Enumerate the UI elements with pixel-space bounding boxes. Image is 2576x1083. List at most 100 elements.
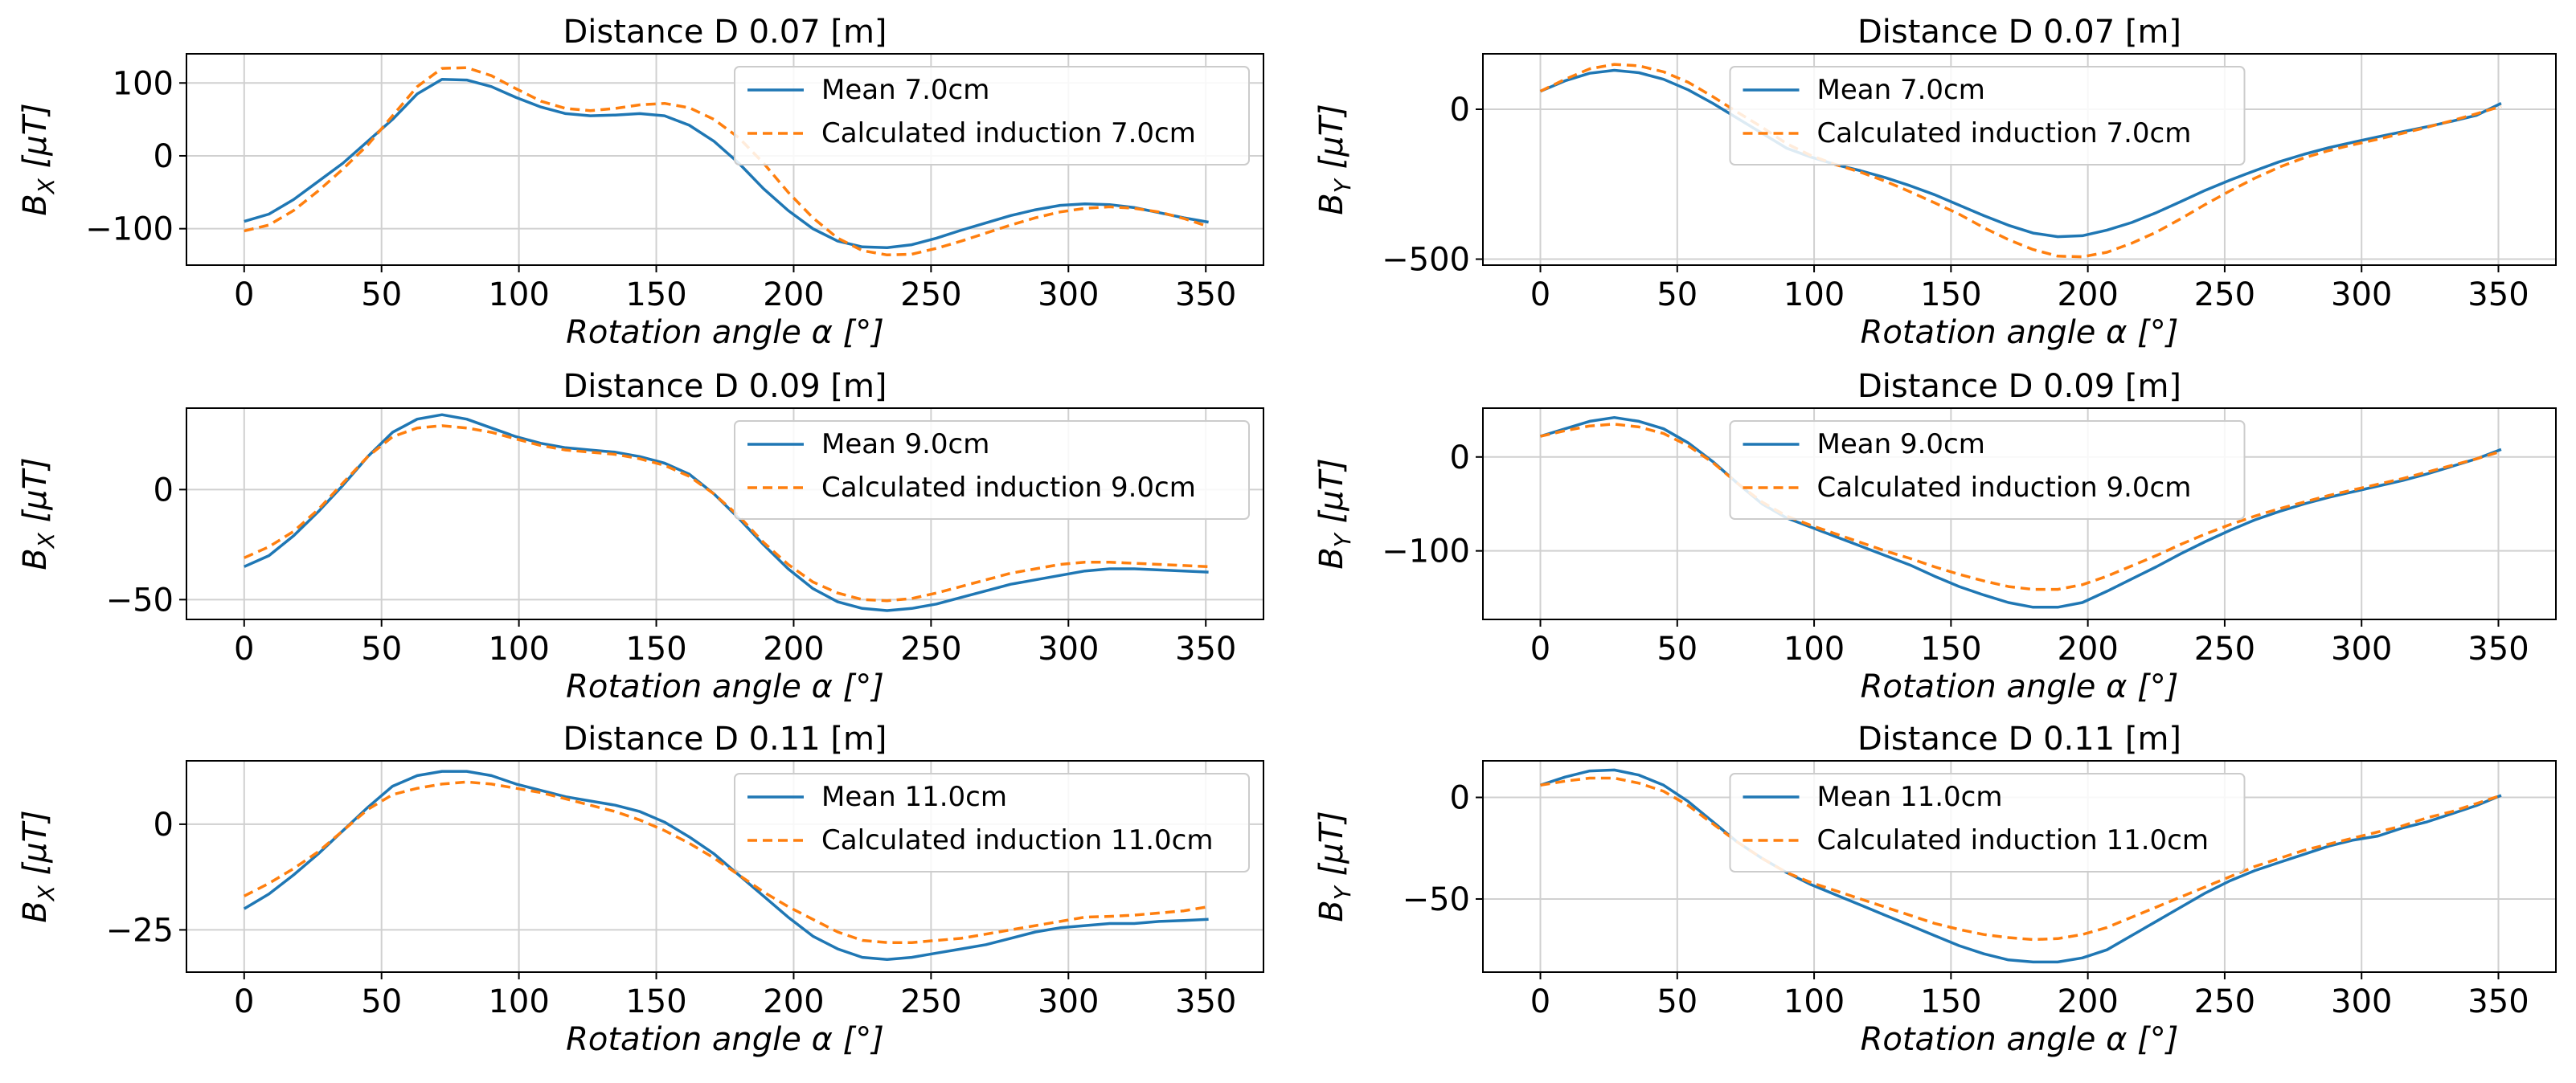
x-tick-label: 0 xyxy=(234,276,254,313)
legend-entry: Mean 11.0cm xyxy=(1817,781,2003,813)
subplot-5: 0 50 100 150 200 250 300 350 −25 0 Distance D 0.11… xyxy=(17,721,1264,1058)
y-axis-label: BY [µT] xyxy=(1313,458,1356,569)
x-tick-label: 100 xyxy=(1784,631,1845,668)
x-tick-label: 50 xyxy=(1657,631,1698,668)
x-axis-label: Rotation angle α [°] xyxy=(1861,1021,2179,1058)
x-tick-label: 0 xyxy=(234,983,254,1020)
y-tick-label: 0 xyxy=(154,138,174,175)
subplot-2: 0 50 100 150 200 250 300 350 −500 0 Distance D 0.0… xyxy=(1313,14,2557,351)
x-tick-label: 350 xyxy=(1175,276,1236,313)
x-tick-label: 200 xyxy=(2057,983,2118,1020)
axes-frame xyxy=(186,760,1264,973)
legend-entry: Mean 11.0cm xyxy=(821,781,1007,813)
y-axis-label-main: B xyxy=(17,548,54,570)
legend: Mean 7.0cm Calculated induction 7.0cm xyxy=(734,66,1250,166)
x-tick-label: 200 xyxy=(763,631,824,668)
legend-box xyxy=(734,66,1250,166)
mean-series-line xyxy=(1539,68,2502,239)
y-axis-label: BX [µT] xyxy=(17,810,59,922)
calculated-series-line xyxy=(244,66,1210,257)
legend: Mean 11.0cm Calculated induction 11.0cm xyxy=(1729,773,2246,873)
x-tick-label: 0 xyxy=(234,631,254,668)
legend-entry: Mean 7.0cm xyxy=(821,74,989,106)
mean-series-line xyxy=(1539,768,2502,964)
y-axis-label-subscript: X xyxy=(33,885,59,902)
calculated-series-line xyxy=(1540,423,2502,591)
subplot-6: 0 50 100 150 200 250 300 350 −50 0 Distance D 0.11… xyxy=(1313,721,2557,1058)
x-tick-label: 150 xyxy=(1920,631,1981,668)
x-tick-label: 100 xyxy=(488,276,549,313)
axes-frame xyxy=(1482,407,2557,620)
y-axis-label-unit: [µT] xyxy=(17,810,54,885)
axes-frame xyxy=(186,407,1264,620)
legend-entry: Calculated induction 11.0cm xyxy=(821,824,1213,856)
legend-entry: Mean 9.0cm xyxy=(821,428,989,460)
y-tick-label: 0 xyxy=(1450,92,1470,129)
x-tick-label: 150 xyxy=(1920,983,1981,1020)
x-tick-label: 150 xyxy=(625,631,686,668)
x-tick-label: 300 xyxy=(1038,631,1099,668)
y-axis-label-unit: [µT] xyxy=(17,457,54,533)
x-tick-label: 50 xyxy=(361,983,402,1020)
calculated-series-line xyxy=(244,424,1209,603)
legend: Mean 9.0cm Calculated induction 9.0cm xyxy=(1729,420,2246,520)
x-tick-label: 300 xyxy=(2331,631,2392,668)
calculated-series-line xyxy=(1539,63,2502,259)
x-axis-label: Rotation angle α [°] xyxy=(566,1021,884,1058)
y-axis-label-main: B xyxy=(17,901,54,922)
x-tick-label: 200 xyxy=(2057,276,2118,313)
legend-entry: Mean 9.0cm xyxy=(1817,428,1985,460)
y-tick-label: −100 xyxy=(85,211,174,248)
x-tick-label: 300 xyxy=(1038,983,1099,1020)
y-axis-label: BY [µT] xyxy=(1313,104,1356,215)
legend-entry: Mean 7.0cm xyxy=(1817,74,1985,106)
y-axis-label-unit: [µT] xyxy=(1313,458,1350,533)
x-tick-label: 250 xyxy=(900,276,961,313)
subplot-4: 0 50 100 150 200 250 300 350 −100 0 Distance D 0.0… xyxy=(1313,368,2557,705)
legend-entry: Calculated induction 9.0cm xyxy=(821,472,1196,504)
y-tick-label: −25 xyxy=(106,912,174,949)
mean-series-line xyxy=(244,413,1209,612)
x-tick-label: 50 xyxy=(1657,276,1698,313)
y-axis-label-subscript: Y xyxy=(1329,532,1356,547)
y-axis-label: BX [µT] xyxy=(17,457,59,570)
x-tick-label: 50 xyxy=(361,631,402,668)
y-axis-label-unit: [µT] xyxy=(1313,104,1350,179)
y-tick-label: 0 xyxy=(1450,780,1470,817)
axes-frame xyxy=(1482,760,2557,973)
y-tick-label: 0 xyxy=(154,807,174,844)
y-axis-label-main: B xyxy=(17,194,54,215)
x-tick-label: 0 xyxy=(1530,983,1550,1020)
calculated-series-line xyxy=(244,780,1209,944)
y-tick-label: −500 xyxy=(1382,242,1470,279)
mean-series-line xyxy=(244,77,1209,249)
subplot-title: Distance D 0.11 [m] xyxy=(563,721,887,758)
x-tick-label: 0 xyxy=(1530,276,1550,313)
y-tick-label: 0 xyxy=(154,472,174,509)
subplot-title: Distance D 0.07 [m] xyxy=(1857,14,2181,51)
y-axis-label: BY [µT] xyxy=(1313,811,1356,922)
legend: Mean 9.0cm Calculated induction 9.0cm xyxy=(734,420,1250,520)
y-axis-label-subscript: Y xyxy=(1329,885,1356,900)
subplot-3: 0 50 100 150 200 250 300 350 −50 0 Distance D 0.09… xyxy=(17,368,1264,705)
y-axis-label-subscript: X xyxy=(33,178,59,195)
x-tick-label: 250 xyxy=(900,983,961,1020)
x-tick-label: 300 xyxy=(2331,276,2392,313)
y-axis-label-unit: [µT] xyxy=(1313,811,1350,886)
y-axis-label-subscript: Y xyxy=(1329,178,1356,193)
x-axis-label: Rotation angle α [°] xyxy=(1861,668,2179,705)
axes-frame xyxy=(186,53,1264,266)
y-axis-label-main: B xyxy=(1313,193,1350,215)
x-tick-label: 250 xyxy=(2194,631,2255,668)
legend-entry: Calculated induction 11.0cm xyxy=(1817,824,2209,856)
legend-entry: Calculated induction 7.0cm xyxy=(1817,117,2192,149)
x-tick-label: 350 xyxy=(2467,631,2529,668)
x-tick-label: 100 xyxy=(1784,983,1845,1020)
legend-box xyxy=(1729,420,2246,520)
legend-box xyxy=(734,420,1250,520)
y-axis-label-subscript: X xyxy=(33,532,59,550)
x-axis-label: Rotation angle α [°] xyxy=(566,314,884,351)
x-tick-label: 50 xyxy=(361,276,402,313)
x-tick-label: 350 xyxy=(2467,276,2529,313)
